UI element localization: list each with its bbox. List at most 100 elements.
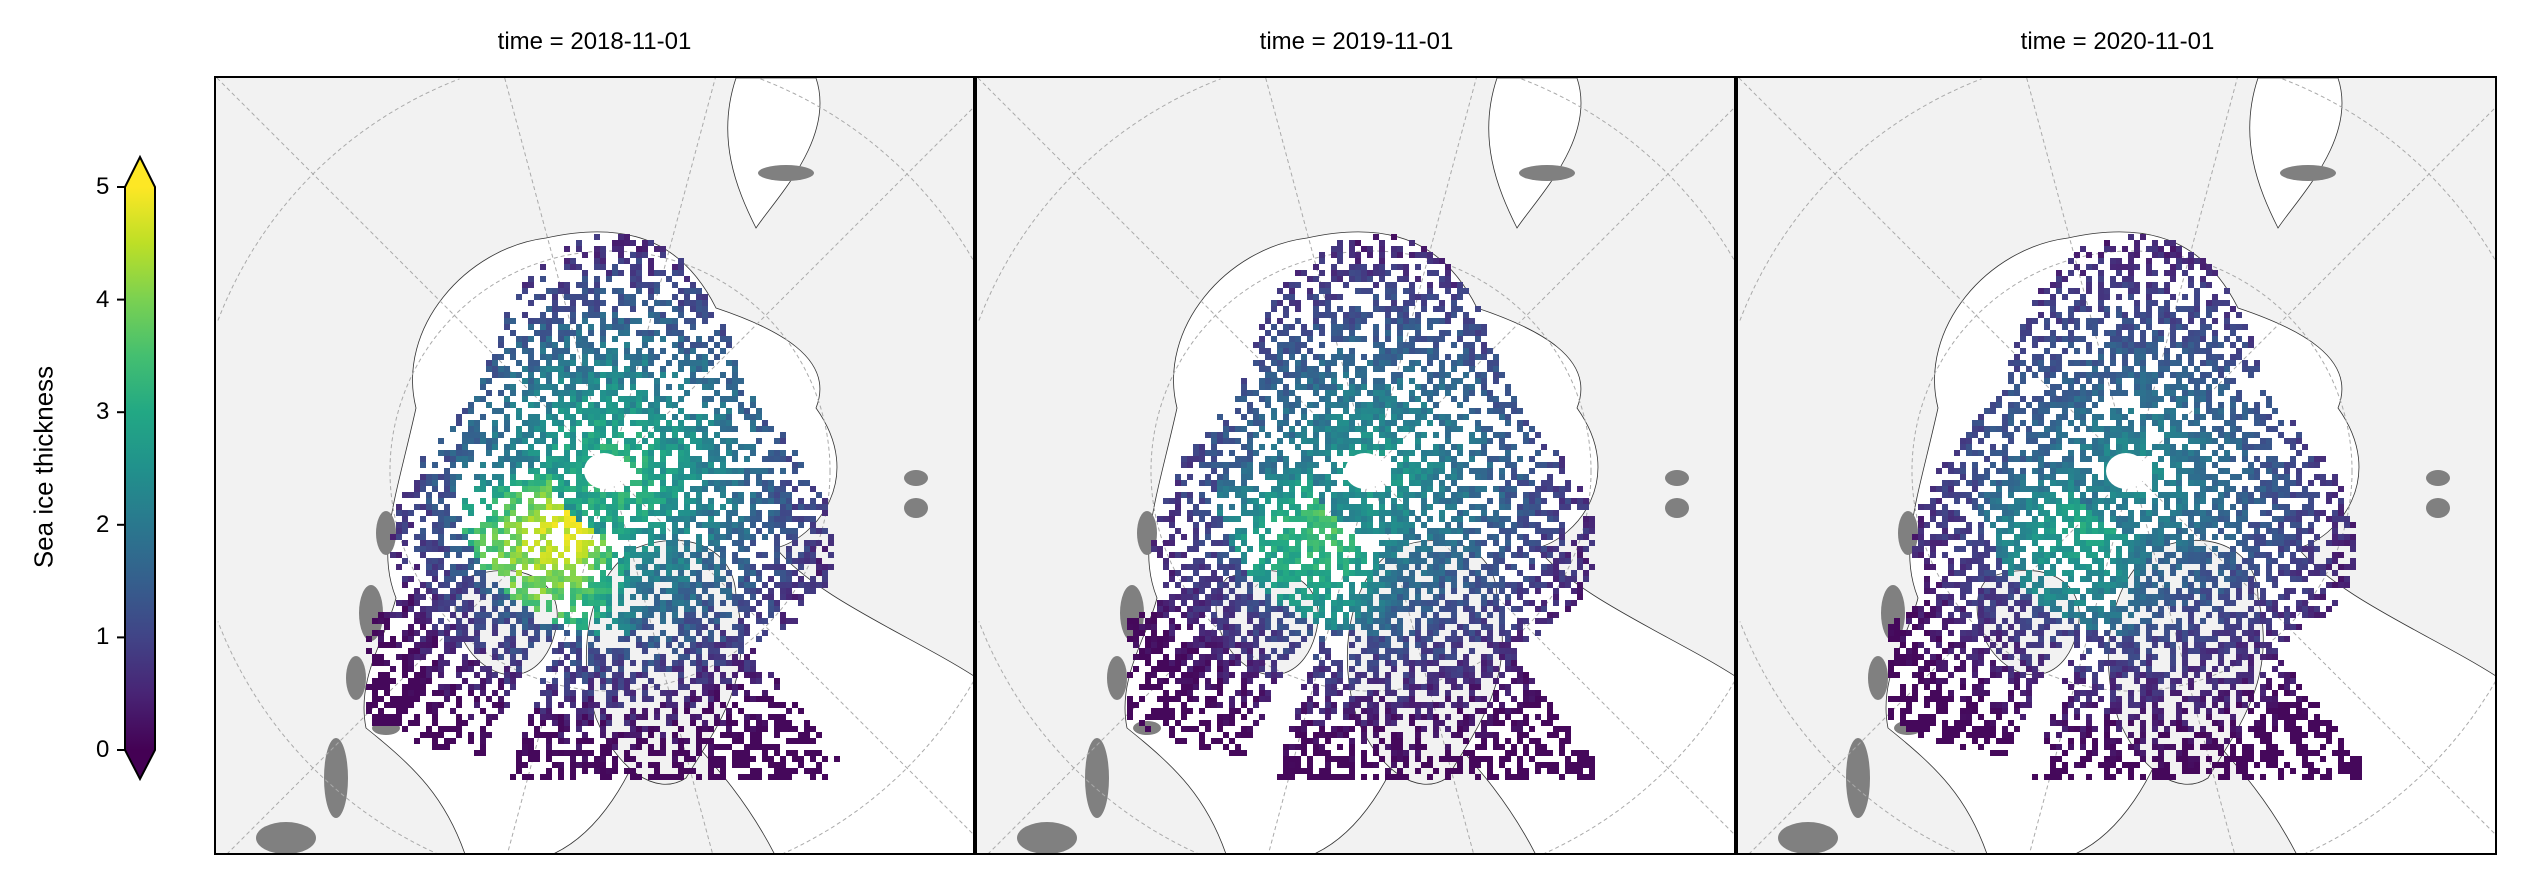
ice-cell — [498, 546, 504, 552]
ice-cell — [1277, 474, 1283, 480]
ice-cell — [462, 504, 468, 510]
ice-cell — [1361, 612, 1367, 618]
ice-cell — [474, 648, 480, 654]
ice-cell — [642, 558, 648, 564]
ice-cell — [1481, 384, 1487, 390]
ice-cell — [1337, 498, 1343, 504]
ice-cell — [678, 510, 684, 516]
ice-cell — [444, 630, 450, 636]
ice-cell — [1439, 582, 1445, 588]
ice-cell — [1445, 432, 1451, 438]
ice-cell — [1355, 312, 1361, 318]
ice-cell — [1403, 534, 1409, 540]
ice-cell — [510, 402, 516, 408]
ice-cell — [606, 546, 612, 552]
ice-cell — [1451, 588, 1457, 594]
ice-cell — [714, 510, 720, 516]
ice-cell — [582, 252, 588, 258]
ice-cell — [726, 678, 732, 684]
ice-cell — [426, 474, 432, 480]
ice-cell — [1373, 342, 1379, 348]
ice-cell — [1223, 426, 1229, 432]
ice-cell — [582, 552, 588, 558]
ice-cell — [648, 528, 654, 534]
ice-cell — [720, 492, 726, 498]
ice-cell — [1499, 612, 1505, 618]
ice-cell — [1355, 486, 1361, 492]
ice-cell — [1187, 492, 1193, 498]
ice-cell — [654, 750, 660, 756]
ice-cell — [1427, 282, 1433, 288]
ice-cell — [1283, 546, 1289, 552]
ice-cell — [1325, 408, 1331, 414]
ice-cell — [1193, 444, 1199, 450]
ice-cell — [690, 342, 696, 348]
ice-cell — [372, 702, 378, 708]
ice-cell — [492, 690, 498, 696]
ice-cell — [696, 444, 702, 450]
ice-cell — [1433, 318, 1439, 324]
ice-cell — [1331, 534, 1337, 540]
ice-cell — [576, 744, 582, 750]
ice-cell — [798, 762, 804, 768]
ice-cell — [762, 696, 768, 702]
ice-cell — [1235, 600, 1241, 606]
ice-cell — [1163, 582, 1169, 588]
ice-cell — [1283, 528, 1289, 534]
ice-cell — [720, 438, 726, 444]
ice-cell — [504, 606, 510, 612]
ice-cell — [480, 480, 486, 486]
ice-cell — [774, 456, 780, 462]
ice-cell — [510, 498, 516, 504]
ice-cell — [1385, 570, 1391, 576]
ice-cell — [570, 264, 576, 270]
ice-cell — [582, 348, 588, 354]
ice-cell — [1259, 612, 1265, 618]
ice-cell — [1259, 540, 1265, 546]
ice-cell — [498, 480, 504, 486]
ice-cell — [702, 642, 708, 648]
ice-cell — [792, 738, 798, 744]
ice-cell — [684, 348, 690, 354]
ice-cell — [648, 588, 654, 594]
ice-cell — [522, 438, 528, 444]
ice-cell — [720, 396, 726, 402]
ice-cell — [546, 486, 552, 492]
ice-cell — [624, 636, 630, 642]
ice-cell — [684, 564, 690, 570]
ice-cell — [1295, 552, 1301, 558]
ice-cell — [528, 486, 534, 492]
ice-cell — [1265, 354, 1271, 360]
ice-cell — [606, 750, 612, 756]
ice-cell — [522, 624, 528, 630]
ice-cell — [1271, 636, 1277, 642]
ice-cell — [1367, 504, 1373, 510]
ice-cell — [1565, 582, 1571, 588]
ice-cell — [726, 744, 732, 750]
ice-cell — [1277, 546, 1283, 552]
ice-cell — [714, 468, 720, 474]
ice-cell — [744, 756, 750, 762]
ice-cell — [1319, 612, 1325, 618]
ice-cell — [738, 546, 744, 552]
ice-cell — [678, 576, 684, 582]
ice-cell — [1391, 378, 1397, 384]
ice-cell — [432, 600, 438, 606]
ice-cell — [612, 432, 618, 438]
ice-cell — [792, 540, 798, 546]
ice-cell — [642, 642, 648, 648]
ice-cell — [1247, 432, 1253, 438]
ice-cell — [648, 306, 654, 312]
ice-cell — [1379, 432, 1385, 438]
ice-cell — [1463, 372, 1469, 378]
ice-cell — [1475, 420, 1481, 426]
ice-cell — [1307, 492, 1313, 498]
ice-cell — [504, 678, 510, 684]
ice-cell — [786, 528, 792, 534]
ice-cell — [1577, 498, 1583, 504]
ice-cell — [762, 456, 768, 462]
ice-cell — [558, 462, 564, 468]
ice-cell — [594, 528, 600, 534]
ice-cell — [708, 450, 714, 456]
ice-cell — [780, 480, 786, 486]
